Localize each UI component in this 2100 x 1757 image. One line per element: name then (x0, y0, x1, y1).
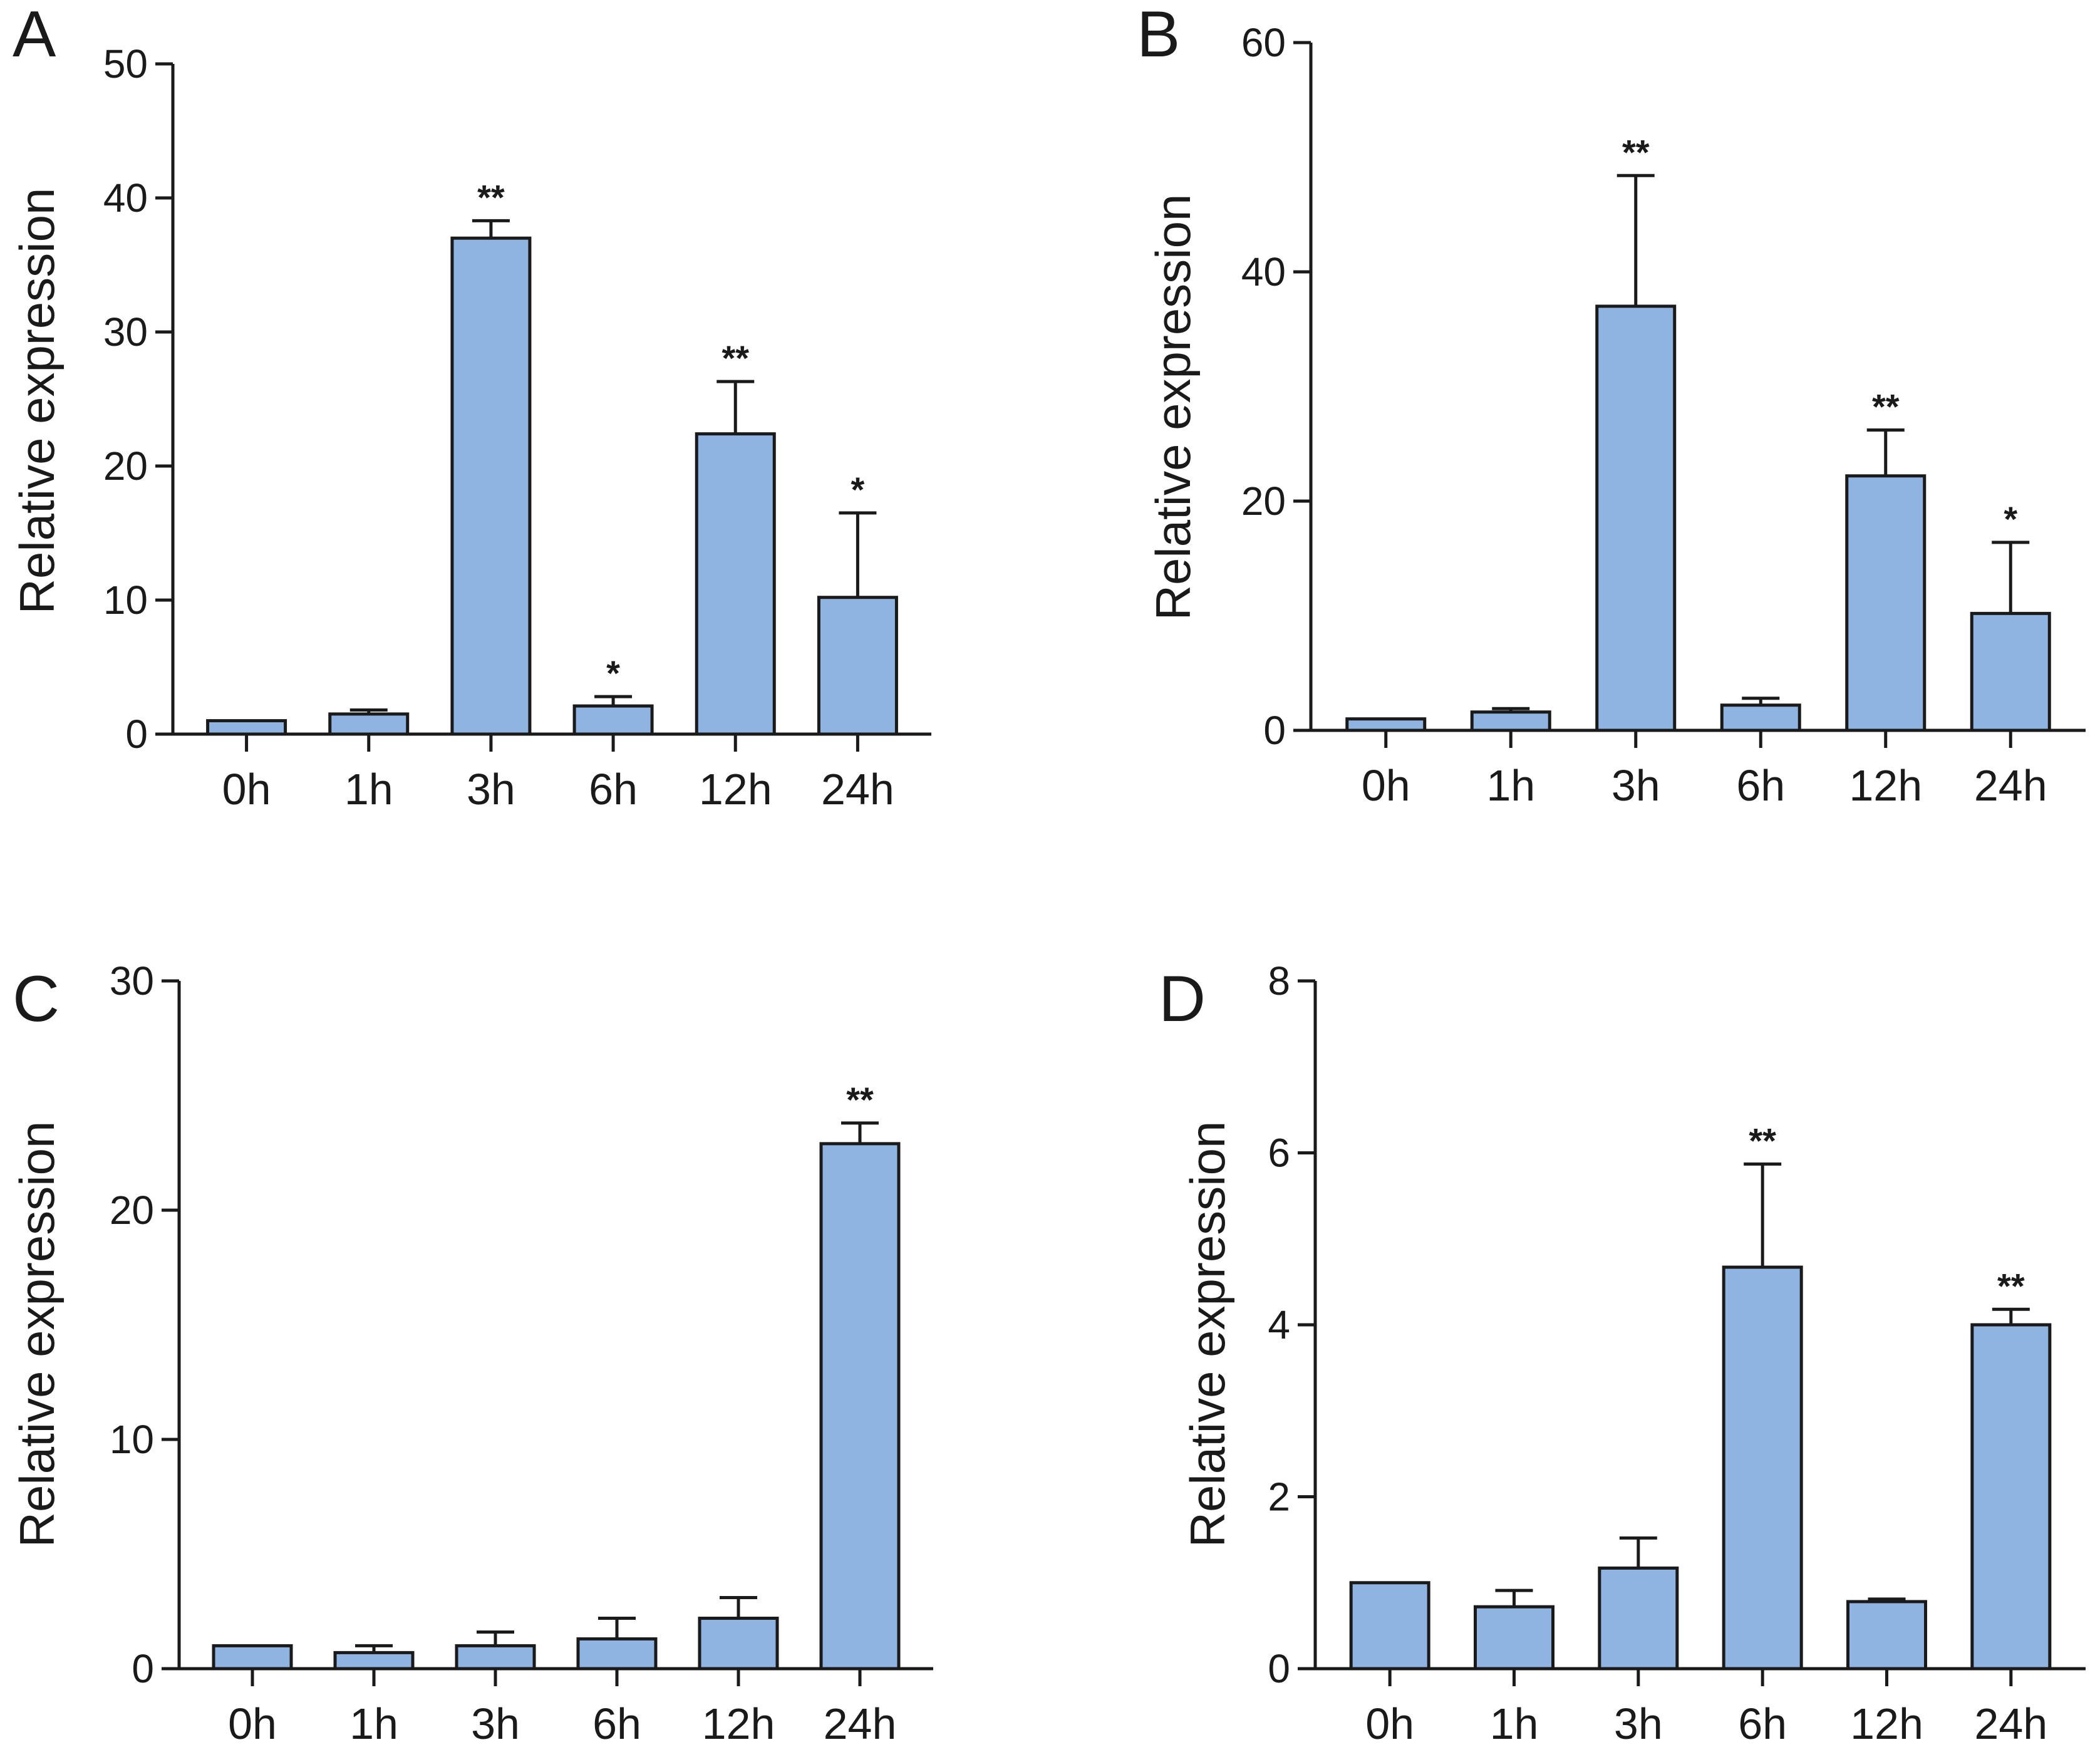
x-tick-label: 1h (1490, 1699, 1539, 1748)
significance-marker: ** (722, 338, 749, 378)
bar-12h (698, 1616, 779, 1671)
x-tick-label: 1h (1486, 761, 1535, 810)
x-tick-label: 0h (1365, 1699, 1414, 1748)
x-tick-label: 0h (1362, 761, 1410, 810)
bar-12h (1846, 1600, 1927, 1671)
significance-marker: ** (1872, 387, 1900, 427)
bar-3h (455, 1644, 536, 1671)
x-tick-label: 12h (699, 765, 772, 814)
x-tick-label: 24h (1974, 1699, 2047, 1748)
y-tick-label: 30 (110, 958, 154, 1003)
x-tick-label: 6h (592, 1699, 641, 1748)
x-tick-label: 0h (222, 765, 271, 814)
bar-1h (333, 1651, 415, 1671)
y-tick-label: 2 (1268, 1475, 1290, 1520)
bar-1h (1474, 1605, 1554, 1671)
x-tick-label: 1h (344, 765, 393, 814)
bar-0h (1345, 717, 1427, 732)
x-tick-label: 12h (1849, 761, 1922, 810)
x-tick-label: 3h (1611, 761, 1660, 810)
y-tick-label: 4 (1268, 1302, 1290, 1347)
significance-marker: * (851, 470, 865, 509)
x-tick-label: 6h (1736, 761, 1785, 810)
y-tick-label: 20 (1241, 479, 1286, 524)
bar-0h (1349, 1581, 1430, 1671)
y-tick-label: 0 (132, 1646, 154, 1691)
x-tick-label: 24h (824, 1699, 897, 1748)
significance-marker: ** (1622, 132, 1650, 172)
significance-marker: ** (477, 177, 505, 217)
bar-6h (572, 704, 654, 736)
y-tick-label: 10 (110, 1417, 154, 1462)
x-tick-label: 1h (349, 1699, 398, 1748)
significance-marker: ** (846, 1080, 874, 1119)
y-tick-label: 30 (103, 309, 148, 355)
significance-marker: * (2004, 499, 2017, 539)
x-tick-label: 3h (471, 1699, 520, 1748)
significance-marker: * (606, 653, 620, 693)
y-tick-label: 40 (1241, 249, 1286, 294)
x-tick-label: 12h (1850, 1699, 1923, 1748)
x-tick-label: 6h (589, 765, 638, 814)
y-tick-label: 20 (110, 1188, 154, 1233)
y-axis-label: Relative expression (9, 188, 65, 614)
bar-6h (1722, 1265, 1803, 1671)
panel-label: C (13, 963, 59, 1035)
bar-0h (206, 719, 287, 736)
y-tick-label: 8 (1268, 958, 1290, 1003)
y-axis-label: Relative expression (9, 1121, 65, 1548)
bar-3h (1595, 304, 1677, 732)
bar-24h (817, 596, 898, 736)
y-tick-label: 0 (125, 712, 148, 757)
x-tick-label: 24h (821, 765, 894, 814)
bar-12h (695, 432, 776, 736)
bar-3h (450, 236, 532, 736)
bar-3h (1598, 1566, 1679, 1671)
x-tick-label: 3h (467, 765, 515, 814)
bar-12h (1845, 474, 1927, 732)
panel-c: C Relative expression 0 10 20 30 0h 1h 3h 6h 12h **… (9, 958, 933, 1748)
bar-0h (212, 1644, 293, 1671)
x-tick-label: 24h (1974, 761, 2047, 810)
y-tick-label: 20 (103, 443, 148, 489)
y-axis-label: Relative expression (1146, 194, 1201, 621)
panel-b: B Relative expression 0 20 40 60 0h 1h ** 3h 6h ** 1… (1137, 0, 2086, 810)
bar-24h (1970, 1323, 2052, 1671)
y-tick-label: 6 (1268, 1131, 1290, 1176)
panel-d: D Relative expression 0 2 4 6 8 0h 1h 3h ** 6h 12h **… (1159, 958, 2086, 1748)
significance-marker: ** (1749, 1121, 1776, 1160)
bar-24h (1970, 611, 2051, 732)
bar-6h (576, 1637, 658, 1671)
y-tick-label: 0 (1263, 708, 1286, 753)
x-tick-label: 6h (1738, 1699, 1787, 1748)
y-tick-label: 50 (103, 41, 148, 86)
y-tick-label: 60 (1241, 20, 1286, 65)
y-tick-label: 40 (103, 175, 148, 220)
panel-label: B (1137, 0, 1180, 71)
bar-24h (819, 1142, 901, 1671)
bar-1h (1470, 710, 1551, 732)
panel-label: D (1159, 963, 1206, 1035)
significance-marker: ** (1997, 1266, 2025, 1305)
y-tick-label: 10 (103, 578, 148, 623)
x-tick-label: 12h (702, 1699, 775, 1748)
y-tick-label: 0 (1268, 1646, 1290, 1691)
bar-1h (328, 712, 410, 736)
panel-label: A (13, 0, 56, 71)
x-tick-label: 0h (228, 1699, 277, 1748)
y-axis-label: Relative expression (1180, 1121, 1235, 1548)
bar-6h (1720, 703, 1801, 732)
x-tick-label: 3h (1614, 1699, 1663, 1748)
